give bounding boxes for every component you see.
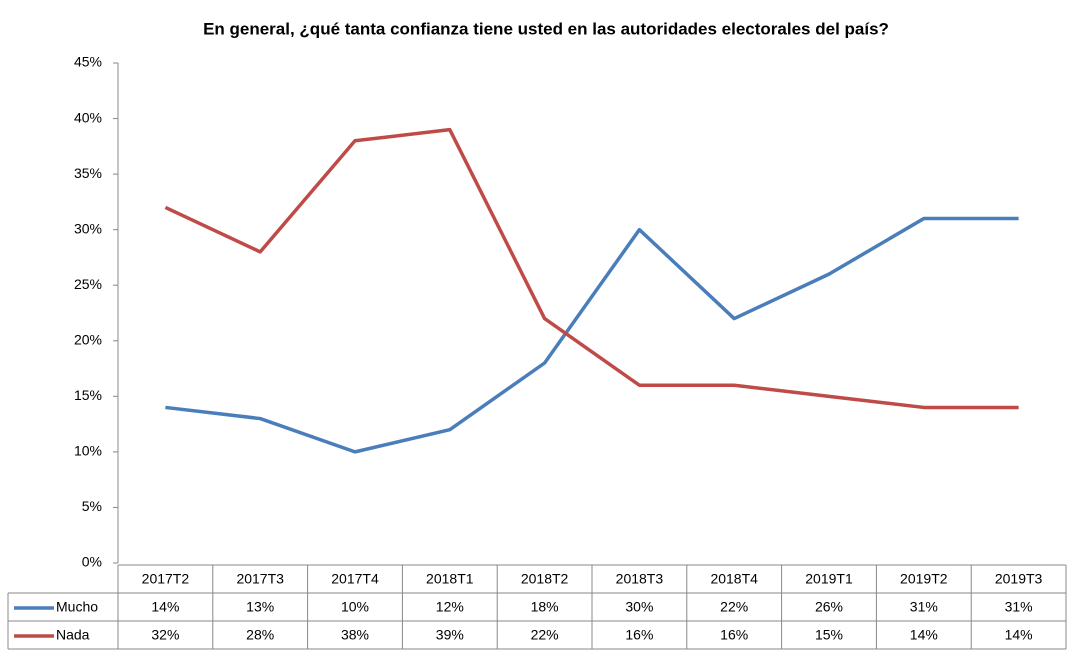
y-tick-label: 45% [74,54,102,70]
y-tick-label: 35% [74,165,102,181]
table-value: 16% [720,627,748,643]
table-value: 28% [246,627,274,643]
y-tick-label: 10% [74,443,102,459]
y-tick-label: 30% [74,220,102,236]
table-value: 16% [625,627,653,643]
y-tick-label: 40% [74,109,102,125]
series-line [164,127,1019,410]
table-value: 12% [436,599,464,615]
y-tick-label: 15% [74,387,102,403]
x-tick-label: 2019T3 [995,571,1043,587]
table-value: 22% [720,599,748,615]
chart-title: En general, ¿qué tanta confianza tiene u… [203,19,889,38]
x-tick-label: 2019T1 [805,571,853,587]
table-value: 14% [910,627,938,643]
series-line [165,216,1019,454]
table-value: 14% [151,599,179,615]
table-value: 14% [1005,627,1033,643]
y-tick-label: 25% [74,276,102,292]
table-value: 26% [815,599,843,615]
legend-label: Nada [56,627,90,643]
y-tick-label: 20% [74,331,102,347]
legend-label: Mucho [56,599,98,615]
table-value: 38% [341,627,369,643]
table-value: 10% [341,599,369,615]
x-tick-label: 2018T2 [521,571,569,587]
x-tick-label: 2017T3 [236,571,284,587]
table-value: 31% [1005,599,1033,615]
x-tick-label: 2017T4 [331,571,379,587]
x-tick-label: 2018T3 [616,571,664,587]
x-tick-label: 2019T2 [900,571,948,587]
table-value: 22% [531,627,559,643]
x-tick-label: 2018T1 [426,571,474,587]
table-value: 15% [815,627,843,643]
table-value: 31% [910,599,938,615]
y-tick-label: 0% [82,554,102,570]
x-tick-label: 2018T4 [710,571,758,587]
table-value: 30% [625,599,653,615]
x-tick-label: 2017T2 [142,571,190,587]
table-value: 39% [436,627,464,643]
table-value: 32% [151,627,179,643]
table-value: 13% [246,599,274,615]
y-tick-label: 5% [82,498,102,514]
table-value: 18% [531,599,559,615]
